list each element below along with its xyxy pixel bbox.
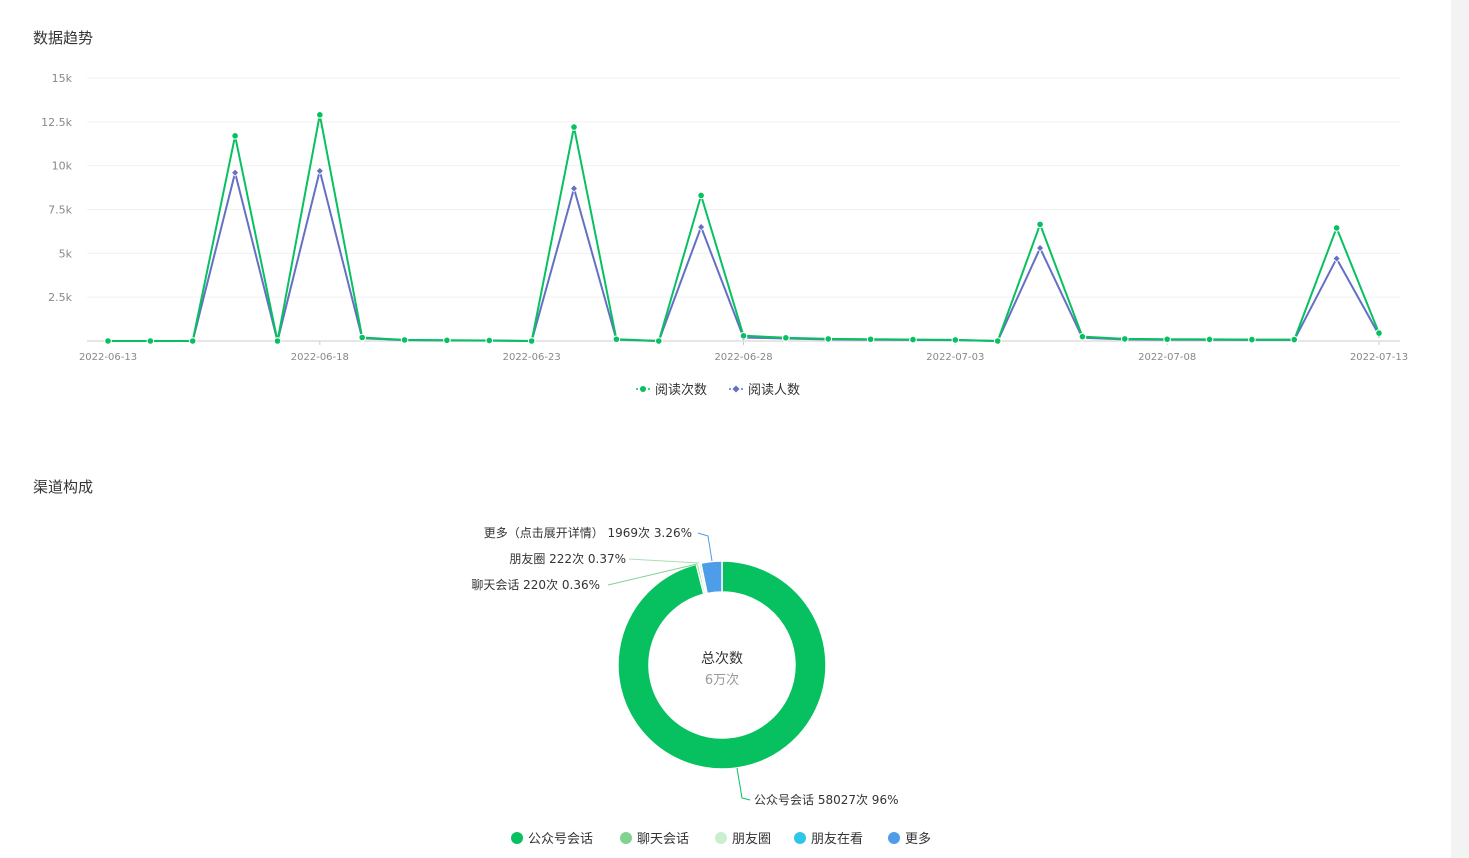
legend-item-reads[interactable]: 阅读次数: [636, 382, 707, 398]
legend-item-readers[interactable]: 阅读人数: [729, 383, 800, 398]
legend-label: 阅读人数: [748, 383, 800, 398]
data-point-reads[interactable]: [231, 132, 239, 140]
pie-legend-item[interactable]: 聊天会话: [620, 832, 689, 847]
data-point-reads[interactable]: [1078, 332, 1087, 341]
legend-color-dot: [888, 832, 900, 844]
data-point-reads[interactable]: [104, 337, 112, 345]
data-point-readers[interactable]: [315, 166, 324, 176]
x-tick-label: 2022-07-13: [1350, 352, 1408, 363]
data-point-reads[interactable]: [909, 335, 917, 344]
x-tick-label: 2022-06-18: [291, 352, 349, 363]
slice-label: 朋友圈 222次 0.37%: [509, 552, 626, 566]
pie-legend-item[interactable]: 更多: [888, 831, 931, 847]
y-tick-label: 2.5k: [48, 291, 72, 304]
y-tick-label: 7.5k: [48, 204, 72, 217]
legend-label: 朋友在看: [811, 831, 863, 847]
legend-color-dot: [794, 832, 806, 844]
data-point-readers[interactable]: [1035, 243, 1045, 253]
data-point-readers[interactable]: [696, 222, 706, 232]
x-tick-label: 2022-06-28: [714, 352, 772, 363]
pie-legend-item[interactable]: 朋友在看: [794, 831, 863, 847]
data-point-reads[interactable]: [188, 337, 197, 345]
data-point-reads[interactable]: [443, 336, 451, 345]
data-point-reads[interactable]: [1036, 220, 1044, 229]
slice-label[interactable]: 更多（点击展开详情） 1969次 3.26%: [484, 525, 692, 540]
trend-section-title: 数据趋势: [33, 29, 94, 47]
data-point-reads[interactable]: [612, 335, 621, 344]
series-line-reads: [108, 113, 1380, 342]
legend-label: 朋友圈: [732, 831, 771, 847]
pie-legend-item[interactable]: 朋友圈: [715, 831, 771, 847]
data-point-reads[interactable]: [824, 335, 833, 343]
data-point-reads[interactable]: [1290, 335, 1299, 344]
data-point-readers[interactable]: [230, 168, 240, 177]
data-point-reads[interactable]: [951, 336, 960, 344]
legend-color-dot: [715, 832, 727, 844]
data-point-reads[interactable]: [1375, 329, 1383, 337]
donut-center-label: 总次数: [701, 651, 743, 667]
donut-slice[interactable]: [699, 560, 723, 595]
data-point-reads[interactable]: [1205, 335, 1214, 344]
y-tick-label: 15k: [52, 72, 73, 85]
data-point-reads[interactable]: [1248, 335, 1256, 344]
data-point-reads[interactable]: [1163, 335, 1171, 344]
scrollbar-track[interactable]: [1451, 0, 1469, 858]
data-point-reads[interactable]: [866, 335, 875, 344]
label-leader-line: [628, 558, 700, 564]
label-leader-line: [697, 532, 713, 562]
legend-label: 公众号会话: [528, 832, 593, 847]
data-point-readers[interactable]: [1332, 254, 1341, 263]
slice-label: 公众号会话 58027次 96%: [754, 793, 898, 807]
data-point-reads[interactable]: [527, 337, 536, 345]
y-tick-label: 10k: [52, 160, 73, 173]
data-point-reads[interactable]: [273, 337, 282, 345]
data-point-reads[interactable]: [782, 334, 790, 342]
data-point-reads[interactable]: [739, 331, 748, 340]
data-point-reads[interactable]: [993, 337, 1002, 345]
label-leader-line: [607, 563, 698, 586]
donut-slice[interactable]: [617, 560, 827, 770]
x-tick-label: 2022-06-13: [79, 352, 137, 363]
label-leader-line: [736, 767, 751, 801]
data-point-reads[interactable]: [358, 333, 367, 342]
data-point-reads[interactable]: [400, 336, 409, 344]
y-tick-label: 5k: [59, 247, 73, 260]
data-point-reads[interactable]: [146, 337, 155, 345]
slice-label: 聊天会话 220次 0.36%: [471, 578, 600, 592]
data-point-reads[interactable]: [697, 191, 705, 200]
donut-center-value: 6万次: [705, 672, 739, 688]
legend-circle-icon: [640, 386, 646, 392]
data-point-reads[interactable]: [1332, 224, 1341, 232]
pie-legend-item[interactable]: 公众号会话: [511, 832, 593, 847]
legend-label: 阅读次数: [655, 382, 707, 398]
legend-color-dot: [511, 832, 523, 844]
y-tick-label: 12.5k: [41, 116, 72, 129]
data-point-reads[interactable]: [570, 123, 578, 131]
legend-diamond-icon: [732, 385, 740, 393]
data-point-reads[interactable]: [485, 336, 494, 345]
channel-section-title: 渠道构成: [33, 478, 94, 496]
legend-color-dot: [620, 832, 632, 844]
legend-label: 聊天会话: [637, 832, 689, 847]
x-tick-label: 2022-07-03: [926, 352, 984, 363]
data-point-reads[interactable]: [316, 111, 324, 119]
series-line-readers: [108, 169, 1380, 342]
data-point-reads[interactable]: [1121, 335, 1129, 343]
data-point-reads[interactable]: [654, 337, 663, 345]
legend-label: 更多: [905, 831, 931, 847]
x-tick-label: 2022-06-23: [503, 352, 561, 363]
data-point-readers[interactable]: [569, 184, 579, 193]
trend-line-chart: 2.5k 5k 7.5k 10k 12.5k 15k 2022-06-13 2022-06-1…: [41, 72, 1408, 398]
x-tick-label: 2022-07-08: [1138, 352, 1196, 363]
